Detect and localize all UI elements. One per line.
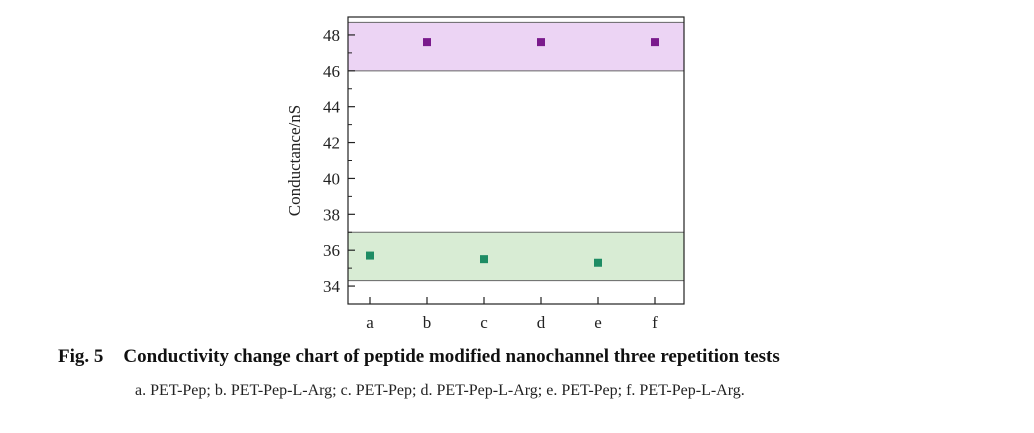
- x-tick-label: c: [480, 313, 488, 332]
- data-point-b: [423, 38, 431, 47]
- data-points: [366, 38, 659, 267]
- y-tick-label: 48: [323, 26, 340, 45]
- figure-number: Fig. 5: [58, 346, 104, 367]
- shaded-band: [348, 232, 684, 281]
- chart: 34 36 38 40 42 44 46 48 a b c d e f Conductance/nS: [285, 16, 685, 332]
- y-tick-label: 42: [323, 134, 340, 153]
- data-point-f: [651, 38, 659, 47]
- x-tick-label: f: [652, 313, 658, 332]
- x-tick-label: b: [423, 313, 432, 332]
- y-axis: 34 36 38 40 42 44 46 48: [323, 16, 355, 305]
- figure-caption: a. PET-Pep; b. PET-Pep-L-Arg; c. PET-Pep…: [135, 382, 745, 399]
- x-axis: a b c d e f: [366, 297, 658, 332]
- y-axis-label: Conductance/nS: [285, 105, 304, 216]
- y-tick-label: 38: [323, 205, 340, 224]
- y-tick-label: 36: [323, 241, 340, 260]
- y-tick-label: 40: [323, 169, 340, 188]
- x-tick-label: d: [537, 313, 546, 332]
- data-point-c: [480, 255, 488, 264]
- y-tick-label: 46: [323, 62, 340, 81]
- data-point-e: [594, 258, 602, 267]
- bands-layer: [348, 21, 684, 282]
- x-tick-label: a: [366, 313, 374, 332]
- x-tick-label: e: [594, 313, 602, 332]
- figure-title-text: Conductivity change chart of peptide mod…: [123, 346, 780, 367]
- figure-title: Fig. 5 Conductivity change chart of pepti…: [58, 346, 780, 368]
- y-tick-label: 34: [323, 277, 341, 296]
- shaded-band: [348, 22, 684, 71]
- y-tick-label: 44: [323, 98, 341, 117]
- data-point-a: [366, 251, 374, 260]
- data-point-d: [537, 38, 545, 47]
